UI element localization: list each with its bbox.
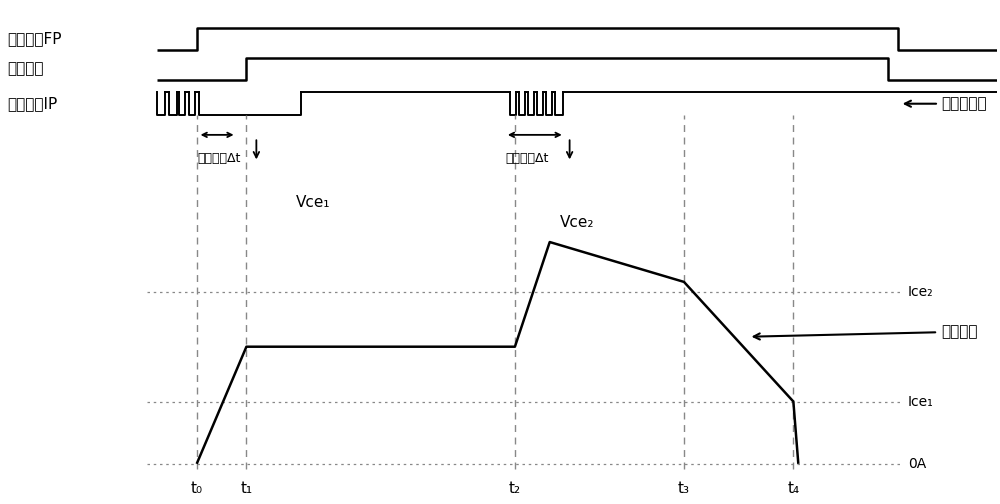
Text: Ice₁: Ice₁ [908, 395, 933, 409]
Text: 延时间隔Δt: 延时间隔Δt [198, 152, 241, 165]
Text: t₃: t₃ [678, 481, 690, 496]
Text: t₀: t₀ [191, 481, 203, 496]
Text: 0A: 0A [908, 457, 926, 471]
Text: 发出光信号: 发出光信号 [905, 96, 987, 111]
Text: 延时间隔Δt: 延时间隔Δt [505, 152, 548, 165]
Text: Vce₂: Vce₂ [560, 215, 594, 230]
Text: t₄: t₄ [787, 481, 799, 496]
Text: 触发信号FP: 触发信号FP [8, 31, 62, 46]
Text: 电流波形: 电流波形 [754, 324, 977, 340]
Text: Vce₁: Vce₁ [296, 195, 331, 210]
Text: 回报信号IP: 回报信号IP [8, 96, 58, 111]
Text: 门极信号: 门极信号 [8, 61, 44, 76]
Text: t₁: t₁ [240, 481, 252, 496]
Text: Ice₂: Ice₂ [908, 285, 933, 299]
Text: t₂: t₂ [509, 481, 521, 496]
